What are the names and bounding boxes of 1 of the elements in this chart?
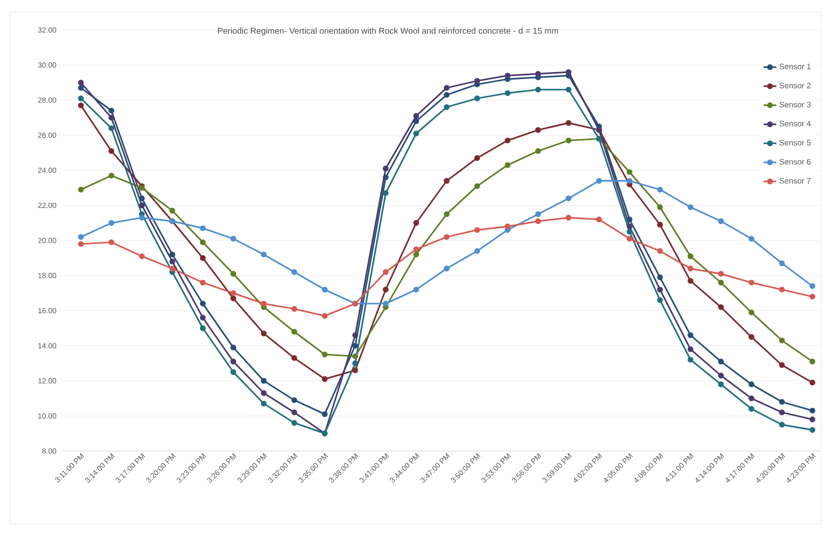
chart-title: Periodic Regimen- Vertical orientation with Rock Wool and reinforced concrete - d = 15 mm	[218, 28, 558, 36]
